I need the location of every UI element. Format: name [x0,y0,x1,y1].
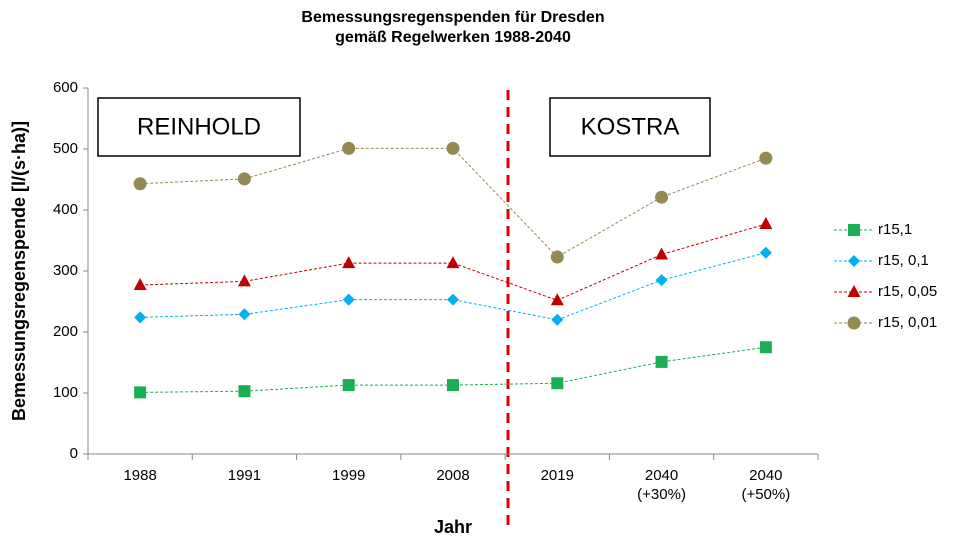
data-point [342,379,355,392]
data-point [342,293,355,306]
data-point [759,341,772,354]
data-point [133,278,147,291]
y-tick-label: 400 [53,201,78,218]
data-point [655,190,669,204]
x-tick-label: 1999 [332,467,365,484]
data-point [447,293,459,306]
legend-marker [848,224,860,236]
x-tick-label: 2019 [541,467,574,484]
data-point [446,141,460,155]
legend-label: r15, 0,1 [878,252,929,269]
data-point [759,246,772,259]
y-tick-label: 100 [53,384,78,401]
data-point [133,177,147,191]
data-point [342,141,356,155]
data-point [237,172,251,186]
y-tick-label: 500 [53,140,78,157]
y-tick-label: 600 [53,79,78,96]
series-line [140,147,767,258]
data-point [550,293,564,306]
legend-label: r15,1 [878,221,912,238]
x-tick-label: 1991 [228,467,261,484]
legend-label: r15, 0,05 [878,283,937,300]
y-axis-title: Bemessungsregenspende [l/(s·ha)] [9,121,29,421]
data-point [238,385,251,398]
data-point [551,313,564,326]
annotation: REINHOLD [137,113,261,140]
legend-marker [847,285,861,297]
data-point [446,256,460,269]
y-tick-label: 200 [53,323,78,340]
data-point [655,274,668,287]
x-tick-label: 2040 (+30%) [637,467,686,503]
y-tick-label: 300 [53,262,78,279]
annotation: KOSTRA [581,113,680,140]
data-point [237,274,251,287]
x-tick-label: 2040 (+50%) [741,467,790,503]
data-point [342,256,356,269]
data-point [447,379,459,392]
data-point [655,355,668,368]
legend-label: r15, 0,01 [878,314,937,331]
y-tick-label: 0 [70,445,78,462]
data-point [134,311,147,324]
data-point [550,250,564,264]
chart-title: Bemessungsregenspenden für Dresden gemäß … [301,9,604,46]
data-point [551,377,564,390]
x-axis-title: Jahr [434,517,472,537]
annotation-box [549,97,711,157]
x-tick-label: 1988 [123,467,156,484]
data-point [759,217,773,230]
data-point [134,386,147,399]
x-tick-label: 2008 [436,467,469,484]
legend-marker [847,316,861,330]
data-point [655,247,669,260]
data-point [238,308,251,321]
legend-marker [848,255,860,267]
data-point [759,151,773,165]
annotation-box [97,97,301,157]
